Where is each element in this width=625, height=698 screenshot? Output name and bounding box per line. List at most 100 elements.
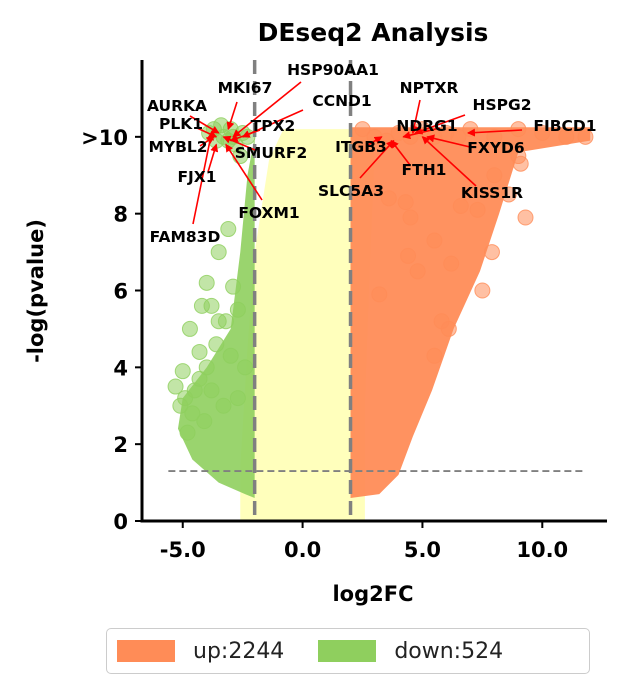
point-down [220, 221, 237, 238]
point-down [237, 359, 254, 376]
volcano-plot: DEseq2 Analysis -5.0 0.0 5.0 10.0 0 2 4 6 8 >10 M… [24, 18, 607, 606]
point-up [500, 186, 517, 203]
point-down [172, 397, 189, 414]
point-up [402, 209, 419, 226]
point-down [179, 424, 196, 441]
annotation-arrow [359, 139, 395, 179]
gene-label-hspg2: HSPG2 [472, 96, 531, 114]
point-up [462, 121, 479, 138]
point-up [510, 121, 527, 138]
point-up [397, 194, 414, 211]
annotation-arrow [421, 136, 477, 187]
annotation-arrow [207, 143, 219, 173]
point-up [558, 128, 575, 145]
point-down [198, 274, 215, 291]
point-up [371, 286, 388, 303]
annotation-arrow [229, 129, 261, 143]
gene-label-aurka: AURKA [147, 97, 207, 115]
x-axis-label: log2FC [332, 582, 413, 606]
y-tick-label: >10 [81, 126, 128, 150]
point-up [354, 121, 371, 138]
y-tick-label: 8 [113, 203, 128, 227]
point-up [469, 201, 486, 218]
point-up [512, 155, 529, 172]
annotation-arrow [466, 128, 523, 137]
gene-label-ndrg1: NDRG1 [396, 117, 457, 135]
gene-label-tpx2: TPX2 [251, 117, 296, 135]
gene-label-fth1: FTH1 [402, 161, 447, 179]
legend-swatch-down [318, 640, 377, 662]
gene-label-mki67: MKI67 [218, 79, 273, 97]
point-up [577, 128, 594, 145]
annotation-arrow [232, 81, 302, 138]
annotation-arrow [189, 115, 220, 134]
point-up [426, 232, 443, 249]
gene-label-foxm1: FOXM1 [238, 204, 299, 222]
point-down [222, 347, 239, 364]
up-cloud [350, 127, 591, 498]
point-up [474, 282, 491, 299]
point-up [380, 190, 397, 207]
annotation-arrow [367, 136, 383, 146]
y-tick-label: 0 [113, 510, 128, 534]
point-down [196, 413, 213, 430]
x-tick-label: -5.0 [160, 538, 206, 562]
point-up [486, 128, 503, 145]
point-up [452, 197, 469, 214]
annotation-arrow [226, 101, 238, 131]
point-up [400, 247, 417, 264]
point-up [409, 263, 426, 280]
point-down [215, 397, 232, 414]
legend-swatch-up [117, 640, 175, 662]
legend-label-down: down:524 [394, 638, 504, 664]
point-down [181, 320, 198, 337]
point-down [208, 336, 225, 353]
point-down [229, 390, 246, 407]
annotation-arrow [414, 114, 466, 135]
point-up [534, 124, 551, 141]
gene-label-fam83d: FAM83D [150, 228, 221, 246]
y-tick-label: 2 [113, 433, 128, 457]
x-tick-label: 10.0 [516, 538, 568, 562]
y-tick-label: 4 [113, 356, 128, 380]
gene-label-plk1: PLK1 [159, 115, 203, 133]
gene-label-smurf2: SMURF2 [235, 144, 307, 162]
gene-label-fjx1: FJX1 [177, 168, 216, 186]
point-down [217, 313, 234, 330]
point-down [210, 244, 227, 261]
ns-region [240, 129, 375, 521]
legend-item-down: down:524 [318, 639, 503, 664]
point-up [486, 167, 503, 184]
point-down [225, 278, 242, 295]
gene-label-slc5a3: SLC5A3 [318, 182, 384, 200]
point-down [203, 382, 220, 399]
point-up [443, 255, 460, 272]
point-down [198, 359, 215, 376]
x-tick-label: 0.0 [284, 538, 321, 562]
annotation-arrow [402, 127, 441, 140]
point-down [203, 297, 220, 314]
point-down [205, 121, 222, 138]
point-down [229, 301, 246, 318]
x-tick-label: 5.0 [404, 538, 441, 562]
point-down [167, 378, 184, 395]
annotation-arrow [410, 99, 421, 134]
gene-label-ccnd1: CCND1 [312, 92, 371, 110]
y-tick-label: 6 [113, 280, 128, 304]
gene-label-mybl2: MYBL2 [148, 138, 207, 156]
legend-item-up: up:2244 [117, 639, 284, 664]
annotation-arrow [426, 134, 471, 148]
point-down [191, 370, 208, 387]
point-up [440, 320, 457, 337]
y-axis-label: -log(pvalue) [24, 219, 48, 363]
legend-label-up: up:2244 [193, 638, 285, 664]
gene-label-kiss1r: KISS1R [461, 184, 523, 202]
gene-label-hsp90aa1: HSP90AA1 [287, 61, 379, 79]
chart-title: DEseq2 Analysis [258, 18, 489, 47]
point-up [483, 244, 500, 261]
annotation-arrow [222, 135, 256, 151]
point-down [191, 343, 208, 360]
point-down [174, 363, 191, 380]
point-up [517, 209, 534, 226]
point-down [184, 405, 201, 422]
